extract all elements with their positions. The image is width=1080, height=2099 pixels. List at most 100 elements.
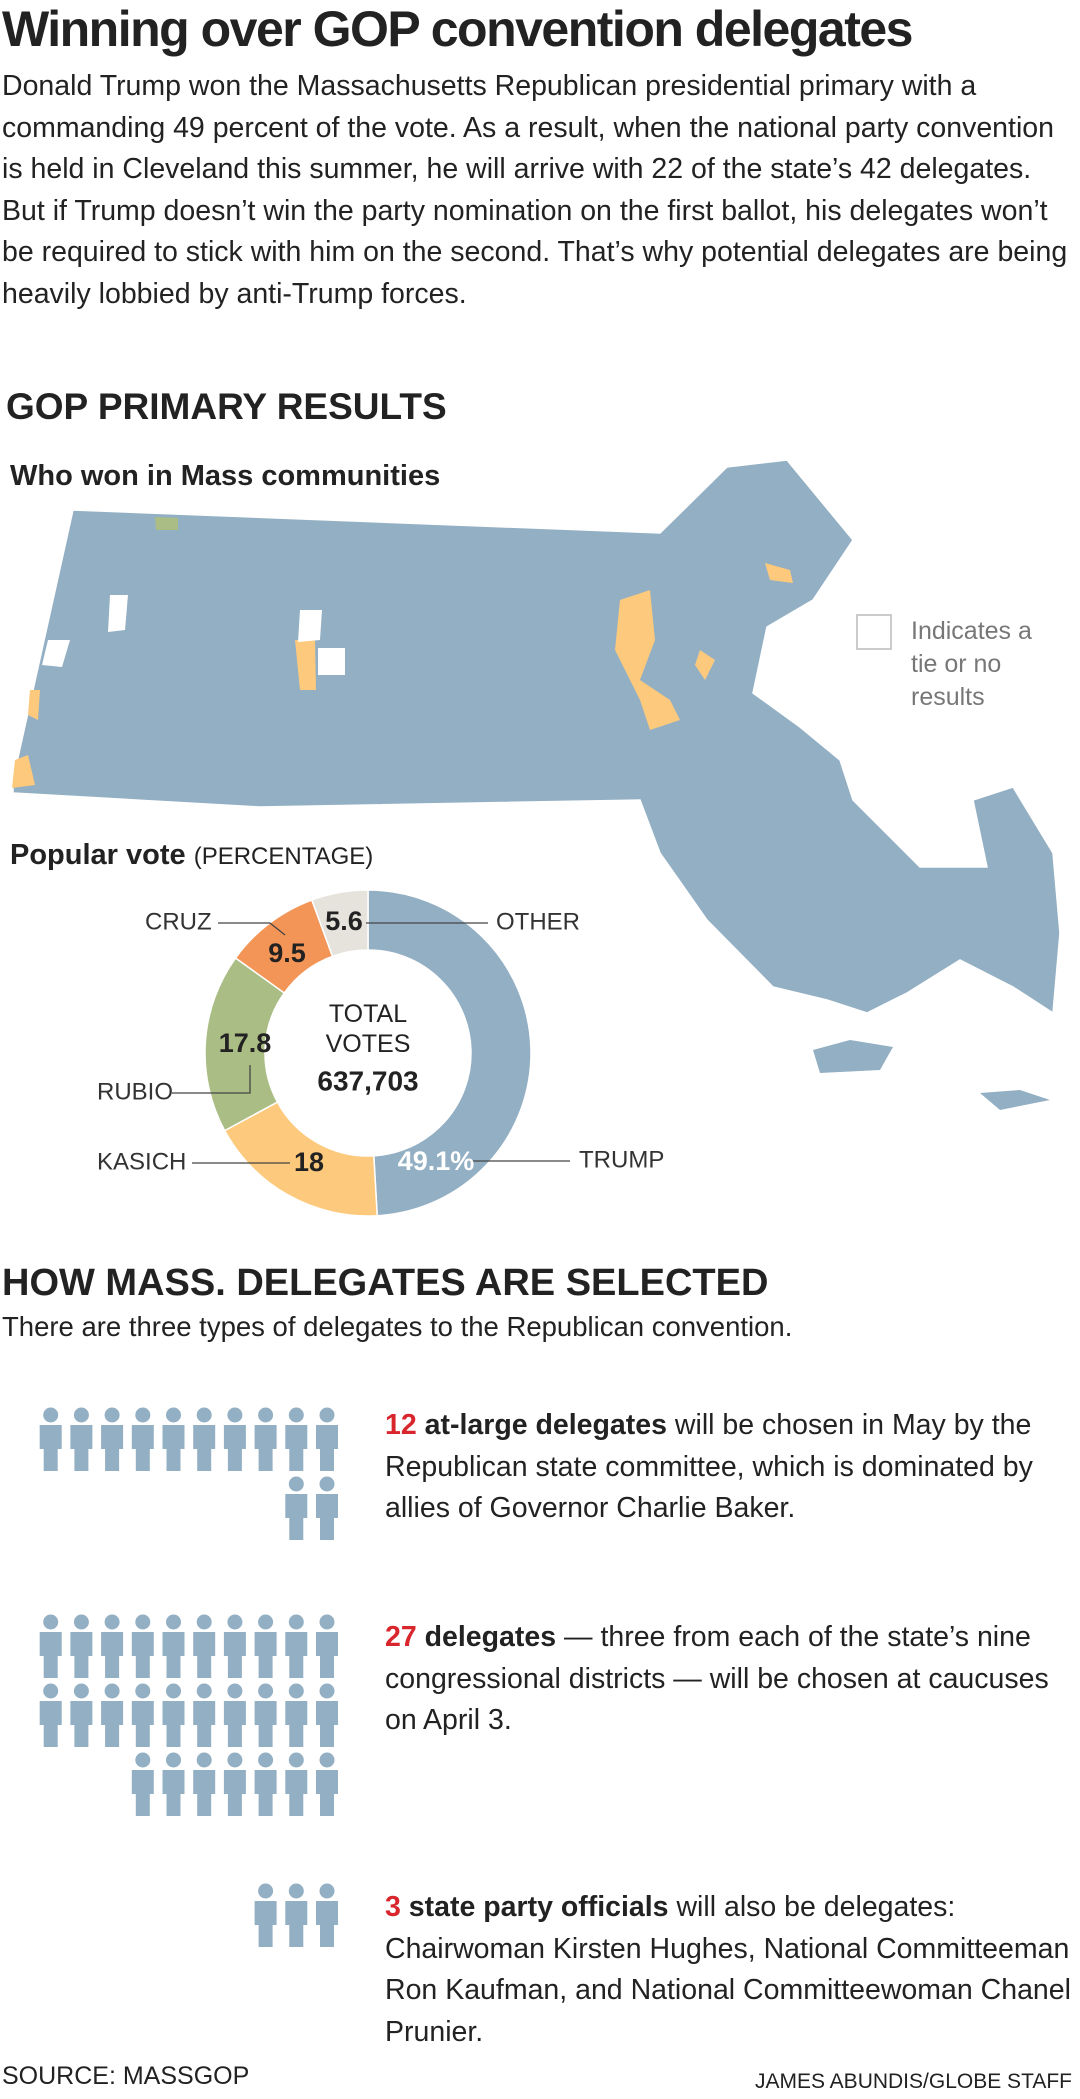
icon-head <box>288 1683 304 1699</box>
icon-head <box>288 1407 304 1423</box>
icon-head <box>104 1683 120 1699</box>
icon-body <box>193 1701 216 1747</box>
icon-body <box>254 1770 277 1816</box>
icon-body <box>316 1901 338 1947</box>
icon-body <box>223 1701 246 1747</box>
icon-body <box>254 1901 277 1947</box>
delegate-icon <box>316 1614 338 1678</box>
delegate-icon <box>162 1752 185 1816</box>
map-trump-loss <box>12 563 793 788</box>
icon-body <box>254 1632 277 1678</box>
delegates-subtitle: There are three types of delegates to th… <box>2 1311 793 1342</box>
intro: Donald Trump won the Massachusetts Repub… <box>2 70 1068 310</box>
delegate-text: will be chosen in May by the Republican … <box>385 1409 1033 1525</box>
category-label: TRUMP <box>579 1146 664 1173</box>
delegate-icon <box>101 1614 124 1678</box>
delegate-icon <box>285 1407 308 1471</box>
icon-head <box>43 1683 59 1699</box>
donut-slice <box>367 889 532 1217</box>
icon-body <box>101 1701 124 1747</box>
icon-body <box>193 1632 216 1678</box>
icon-body <box>254 1701 277 1747</box>
icon-body <box>162 1632 185 1678</box>
delegate-icon <box>70 1407 93 1471</box>
delegate-icon <box>131 1752 154 1816</box>
delegate-icon <box>39 1407 62 1471</box>
icon-head <box>73 1614 89 1630</box>
title: Winning over GOP convention delegates <box>2 1 913 57</box>
icon-body <box>131 1425 154 1471</box>
icon-head <box>104 1614 120 1630</box>
delegate-icons <box>39 1407 338 1947</box>
delegate-icon <box>101 1407 124 1471</box>
icon-body <box>316 1494 338 1540</box>
delegate-icon <box>254 1883 277 1947</box>
value-label: 49.1% <box>398 1146 475 1176</box>
map <box>12 459 1061 1110</box>
map-title: Who won in Mass communities <box>10 460 441 492</box>
icon-body <box>285 1770 308 1816</box>
icon-head <box>166 1407 181 1423</box>
icon-body <box>70 1632 93 1678</box>
delegate-count: 27 <box>385 1621 417 1653</box>
category-label: RUBIO <box>97 1078 173 1105</box>
delegate-icon <box>70 1683 93 1747</box>
icon-body <box>131 1770 154 1816</box>
delegate-icon <box>193 1752 216 1816</box>
icon-head <box>227 1407 243 1423</box>
credit: JAMES ABUNDIS/GLOBE STAFF <box>754 2070 1072 2093</box>
icon-head <box>43 1407 59 1423</box>
delegate-icon <box>39 1683 62 1747</box>
icon-head <box>288 1476 304 1492</box>
map-island <box>980 1090 1050 1110</box>
icon-body <box>101 1632 124 1678</box>
donut-slice <box>310 889 369 958</box>
center-label: TOTAL VOTES <box>326 1000 411 1058</box>
delegate-icon <box>162 1683 185 1747</box>
donut-title: Popular vote (PERCENTAGE) <box>10 839 373 872</box>
delegate-icon <box>254 1407 277 1471</box>
delegate-group: 27 delegates — three from each of the st… <box>385 1617 1075 1742</box>
map-other <box>155 517 178 530</box>
icon-head <box>43 1614 59 1630</box>
value-label: 18 <box>294 1147 324 1177</box>
icon-head <box>288 1752 304 1768</box>
icon-head <box>319 1614 335 1630</box>
icon-head <box>288 1883 304 1899</box>
delegate-icon <box>285 1883 308 1947</box>
icon-head <box>196 1752 212 1768</box>
icon-head <box>258 1614 274 1630</box>
icon-body <box>70 1701 93 1747</box>
icon-head <box>196 1407 212 1423</box>
delegate-icon <box>131 1407 154 1471</box>
icon-head <box>166 1683 181 1699</box>
chart-title: Popular vote <box>10 839 186 871</box>
section-title: GOP PRIMARY RESULTS <box>6 386 447 427</box>
icon-body <box>131 1632 154 1678</box>
map-land <box>12 459 1061 1015</box>
legend-swatch <box>856 614 892 650</box>
icon-head <box>135 1407 151 1423</box>
icon-head <box>319 1476 335 1492</box>
delegate-icon <box>285 1614 308 1678</box>
icon-head <box>319 1883 335 1899</box>
icon-head <box>104 1407 120 1423</box>
delegate-label: state party officials <box>408 1891 669 1923</box>
icon-head <box>258 1407 274 1423</box>
delegate-icon <box>316 1407 338 1471</box>
icon-head <box>227 1683 243 1699</box>
icon-body <box>39 1425 62 1471</box>
delegate-icon <box>316 1476 338 1540</box>
delegate-icon <box>316 1883 338 1947</box>
delegate-icon <box>162 1614 185 1678</box>
icon-body <box>131 1701 154 1747</box>
icon-body <box>223 1770 246 1816</box>
delegate-icon <box>223 1683 246 1747</box>
icon-body <box>285 1632 308 1678</box>
icon-body <box>285 1901 308 1947</box>
icon-body <box>223 1632 246 1678</box>
icon-body <box>162 1770 185 1816</box>
chart-subtitle: (PERCENTAGE) <box>193 843 374 870</box>
delegate-label: at-large delegates <box>424 1409 667 1441</box>
